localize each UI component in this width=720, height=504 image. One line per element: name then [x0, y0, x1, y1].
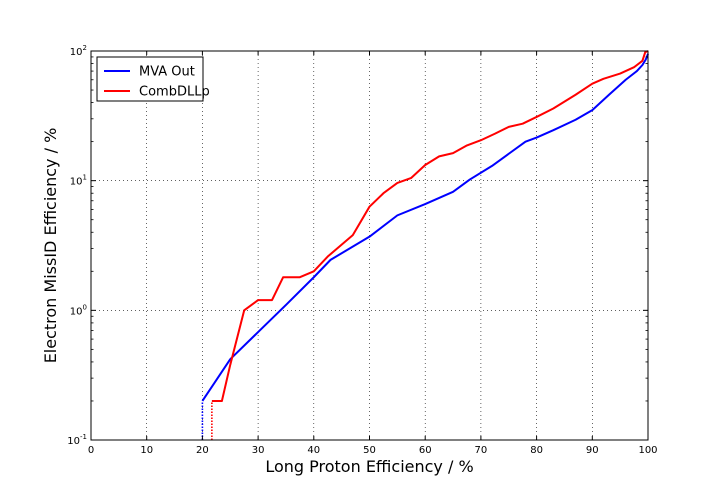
x-tick-label: 0: [88, 445, 94, 456]
plot-frame: [90, 50, 649, 441]
legend-label: MVA Out: [139, 65, 195, 80]
x-tick-label: 70: [475, 445, 488, 456]
legend: MVA Out CombDLLp: [96, 56, 210, 102]
series-line-combdllp: [211, 50, 649, 402]
series-line-mva-out: [201, 53, 649, 402]
x-tick-label: 90: [586, 445, 599, 456]
x-tick-label: 30: [252, 445, 265, 456]
x-tick-label: 40: [307, 445, 320, 456]
legend-box: [96, 56, 204, 102]
x-tick-label: 100: [638, 445, 657, 456]
y-tick-label: 101: [70, 174, 87, 188]
series-layer: [201, 50, 649, 440]
x-tick-label: 80: [530, 445, 543, 456]
y-tick-label: 100: [70, 303, 87, 317]
ticks: 0 10 20 30 40 50 60 70 80 90 100 10-1 100 101 102: [67, 44, 657, 456]
x-tick-label: 50: [363, 445, 376, 456]
y-tick-label: 102: [70, 44, 87, 58]
x-tick-label: 60: [419, 445, 432, 456]
y-tick-label: 10-1: [67, 433, 87, 447]
x-tick-label: 10: [140, 445, 153, 456]
x-tick-label: 20: [196, 445, 209, 456]
grid: [91, 51, 648, 440]
x-axis-label: Long Proton Efficiency / %: [265, 457, 473, 476]
legend-label: CombDLLp: [139, 85, 210, 100]
y-axis-label: Electron MissID Efficiency / %: [41, 128, 60, 364]
